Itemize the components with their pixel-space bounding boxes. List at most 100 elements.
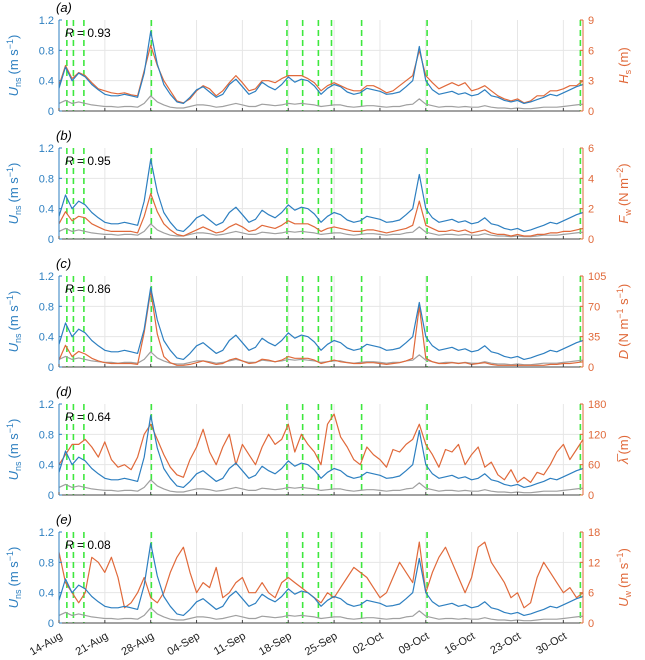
right-axis-label-unit: (N m (616, 178, 631, 206)
series-line-gray (58, 479, 584, 494)
correlation-value: = 0.93 (74, 26, 111, 40)
right-tick-label: 9 (588, 15, 594, 27)
left-axis-label-symbol: U (6, 342, 21, 352)
x-tick-label: 04-Sep (165, 630, 202, 658)
x-tick-label: 28-Aug (119, 630, 156, 658)
right-axis-label-superscript: −1 (615, 308, 625, 318)
right-tick-label: 3 (588, 76, 594, 88)
right-axis-label-subscript: w (623, 209, 633, 217)
correlation-symbol: R (65, 410, 74, 424)
panel-label: (b) (56, 128, 72, 143)
x-tick-label: 11-Sep (212, 630, 248, 658)
right-tick-label: 105 (588, 271, 606, 283)
correlation-value: = 0.86 (74, 282, 111, 296)
panel-d: 0 0.4 0.8 1.2 0 60 120 180 (d) R = 0.64 Uns (m s−1)… (5, 384, 631, 502)
left-tick-label: 0 (48, 490, 54, 502)
left-axis-label-unit: (m s (6, 177, 21, 203)
series-line-uns (58, 414, 584, 488)
correlation-value: = 0.08 (74, 538, 111, 552)
right-axis-label-unit: (m) (616, 47, 631, 67)
x-tick-label: 23-Oct (488, 630, 523, 657)
left-tick-label: 0.8 (39, 45, 54, 57)
left-tick-label: 0 (48, 234, 54, 246)
series-line-gray (58, 223, 584, 238)
left-axis-label-superscript: −1 (5, 167, 15, 177)
left-axis-label-superscript: −1 (5, 551, 15, 561)
left-axis-label-symbol: U (6, 86, 21, 96)
x-tick-label: 09-Oct (397, 630, 432, 657)
plot-area (59, 20, 583, 111)
right-tick-label: 6 (588, 143, 594, 155)
left-tick-label: 0 (48, 106, 54, 118)
panel-b: 0 0.4 0.8 1.2 0 2 4 6 (b) R = 0.95 Uns (m s−1) Fw (N … (5, 128, 633, 246)
left-axis-label-close: ) (6, 547, 21, 551)
left-tick-label: 0.4 (39, 204, 54, 216)
correlation-label: R = 0.64 (65, 410, 111, 424)
right-tick-label: 60 (588, 460, 600, 472)
series-line-uns (58, 286, 584, 360)
correlation-label: R = 0.86 (65, 282, 111, 296)
series-line-uns (58, 158, 584, 232)
right-axis-label: Fw (N m−2) (615, 163, 633, 223)
left-axis-label-symbol: U (6, 470, 21, 480)
right-tick-label: 12 (588, 557, 600, 569)
series-line-uns (58, 542, 584, 617)
right-axis-label: D(N m−1 s−1) (615, 284, 631, 360)
left-axis-label-unit: (m s (6, 305, 21, 331)
x-tick-label: 30-Oct (534, 630, 569, 657)
left-axis-label: Uns (m s−1) (5, 35, 23, 97)
left-axis-label-superscript: −1 (5, 39, 15, 49)
left-axis-label-subscript: ns (13, 333, 23, 343)
correlation-label: R = 0.95 (65, 154, 111, 168)
correlation-symbol: R (65, 26, 74, 40)
left-tick-label: 0.4 (39, 332, 54, 344)
right-tick-label: 0 (588, 362, 594, 374)
right-axis-label-superscript-2: −1 (615, 288, 625, 298)
left-axis-label-superscript: −1 (5, 423, 15, 433)
left-tick-label: 0 (48, 618, 54, 630)
right-axis-label: λ̅(m) (616, 435, 631, 465)
right-tick-label: 70 (588, 301, 600, 313)
series-line-gray (58, 351, 584, 366)
left-axis-label: Uns (m s−1) (5, 291, 23, 353)
right-axis-label-symbol: U (616, 597, 631, 607)
right-axis-label-unit: (m s (616, 562, 631, 588)
left-tick-label: 0.8 (39, 429, 54, 441)
panel-a: 0 0.4 0.8 1.2 0 3 6 9 (a) R = 0.93 Uns (m s−1) Hs (m) (5, 0, 633, 118)
correlation-symbol: R (65, 538, 74, 552)
correlation-label: R = 0.08 (65, 538, 111, 552)
left-axis-label: Uns (m s−1) (5, 419, 23, 481)
left-axis-label-close: ) (6, 163, 21, 167)
left-axis-label-close: ) (6, 419, 21, 423)
right-axis-label-subscript: s (623, 69, 633, 74)
left-tick-label: 0.8 (39, 557, 54, 569)
right-tick-label: 2 (588, 204, 594, 216)
left-tick-label: 0 (48, 362, 54, 374)
panel-label: (e) (56, 512, 72, 527)
series-line-gray (58, 95, 584, 110)
x-date-labels: 14-Aug 21-Aug 28-Aug 04-Sep 11-Sep 18-Sep 25-S… (28, 630, 569, 658)
right-tick-label: 0 (588, 106, 594, 118)
series-line-uns (58, 30, 584, 105)
right-axis-label-unit: (N m (616, 319, 631, 347)
series-line-lambda (58, 413, 584, 483)
correlation-symbol: R (65, 154, 74, 168)
left-axis-label-subscript: ns (13, 589, 23, 599)
left-tick-label: 1.2 (39, 399, 54, 411)
right-tick-label: 180 (588, 399, 606, 411)
left-axis-label-symbol: U (6, 598, 21, 608)
left-tick-label: 0.4 (39, 460, 54, 472)
left-axis-label-superscript: −1 (5, 295, 15, 305)
left-tick-label: 0.4 (39, 588, 54, 600)
right-axis-label-subscript: w (623, 591, 633, 599)
left-tick-label: 0.8 (39, 173, 54, 185)
left-tick-label: 1.2 (39, 143, 54, 155)
right-tick-label: 0 (588, 490, 594, 502)
right-axis-label-symbol: D (616, 350, 631, 359)
correlation-label: R = 0.93 (65, 26, 111, 40)
right-tick-label: 35 (588, 332, 600, 344)
left-axis-label-close: ) (6, 35, 21, 39)
series-line-gray (58, 607, 584, 622)
series-line-uw (58, 541, 584, 609)
